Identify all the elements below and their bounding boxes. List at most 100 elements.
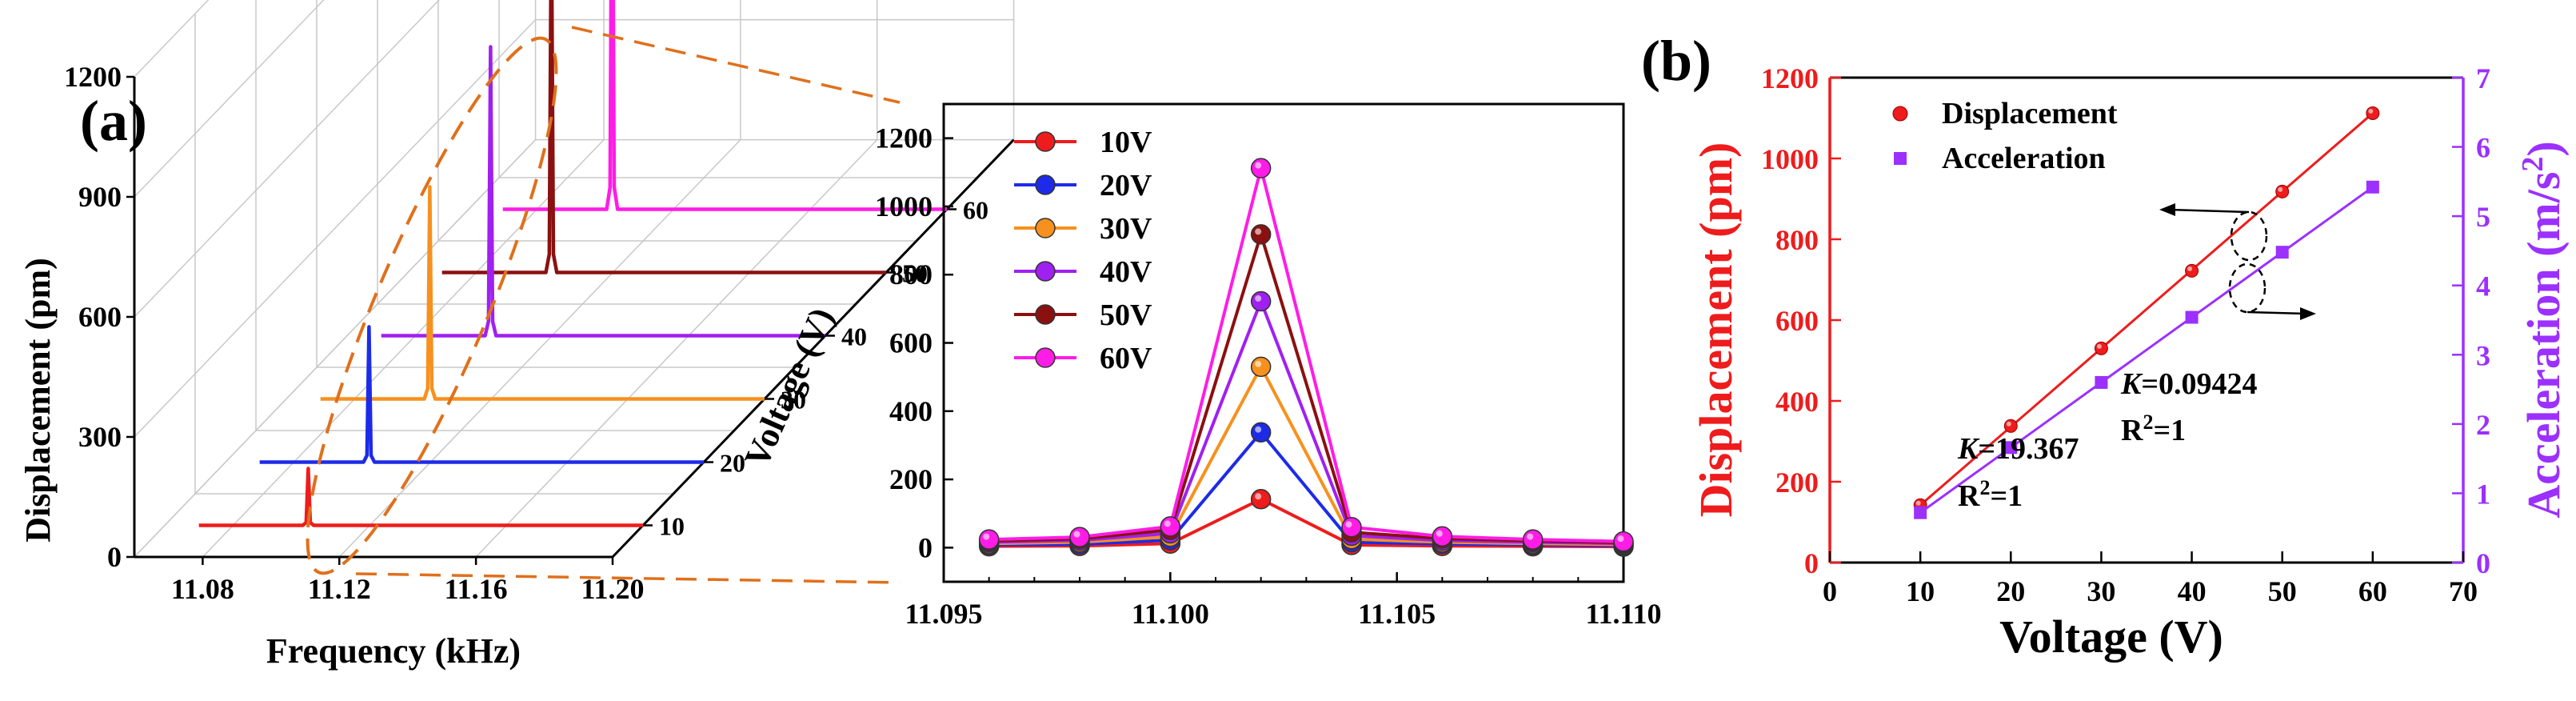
k2-value: =0.09424	[2141, 367, 2257, 401]
r1-annotation: R2=1	[1958, 476, 2023, 514]
inset-y-tick-label: 800	[889, 258, 933, 290]
r2-prefix: R	[2121, 414, 2143, 447]
fit-ylabel-right: Acceleration (m/s2)	[2516, 141, 2570, 519]
fit-ylabel-left: Displacement (pm)	[1690, 142, 1742, 518]
inset-point-60V	[1341, 517, 1362, 538]
inset-line-60V	[988, 167, 1624, 543]
zoom-guide-bottom	[355, 572, 901, 584]
inset-point-40V	[1250, 290, 1272, 312]
waterfall-plot: 11.08 11.12 11.16 11.2003006009001200102030…	[18, 0, 1015, 671]
legend-marker-20V	[1035, 174, 1056, 195]
fit-point-highlight	[2006, 421, 2011, 427]
side-wall-hgrid	[134, 0, 325, 198]
inset-x-tick-label: 11.095	[905, 598, 982, 630]
inset-y-tick-label: 1000	[875, 190, 933, 222]
inset-point-highlight	[1436, 530, 1443, 537]
fit-y2-tick-label: 1	[2476, 478, 2490, 510]
fit-y-tick-label: 200	[1775, 467, 1819, 499]
fit-y-tick-label: 1200	[1761, 62, 1819, 94]
waterfall-xlabel: Frequency (kHz)	[266, 631, 521, 671]
inset-y-tick-label: 400	[889, 395, 933, 427]
fit-point-Acceleration	[1914, 506, 1927, 519]
inset-point-60V	[978, 529, 1000, 550]
inset-line-40V	[988, 296, 1624, 546]
k2-prefix: K	[2120, 367, 2143, 401]
fit-x-tick-label: 70	[2449, 575, 2478, 607]
inset-line-50V	[988, 229, 1624, 544]
inset-point-highlight	[1617, 535, 1624, 543]
waterfall-zlabel: Voltage (V)	[737, 302, 841, 473]
inset-point-highlight	[1073, 531, 1080, 538]
z-tick-label: 40	[841, 322, 867, 351]
inset-point-highlight	[1255, 228, 1262, 235]
fit-x-tick-label: 20	[1996, 575, 2025, 607]
panel-b-label: (b)	[1641, 29, 1711, 93]
fit-x-tick-label: 40	[2178, 575, 2207, 607]
fit-point-Displacement	[2094, 341, 2108, 355]
fit-point-Acceleration	[2004, 441, 2018, 455]
waterfall-trace-40V	[381, 45, 825, 338]
left-indicator-ellipse	[2230, 210, 2268, 262]
fit-legend-marker-Displacement	[1892, 106, 1908, 122]
inset-point-60V	[1522, 529, 1544, 550]
r1-prefix: R	[1958, 479, 1980, 513]
legend-label-10V: 10V	[1100, 126, 1152, 159]
inset-line-30V	[988, 363, 1624, 547]
linear-fit-plot: 0 10 20 30 40 50 60 700200400600800100012000123…	[1641, 29, 2570, 663]
fit-point-highlight	[2187, 266, 2193, 271]
inset-x-tick-label: 11.100	[1132, 598, 1209, 630]
legend-label-20V: 20V	[1100, 169, 1152, 202]
waterfall-trace-10V	[198, 467, 643, 527]
fit-y-tick-label: 0	[1804, 547, 1819, 579]
accel-label-main: Acceleration (m/s	[2518, 172, 2570, 519]
inset-point-highlight	[1527, 533, 1534, 540]
fit-y-tick-label: 400	[1775, 386, 1819, 418]
legend-label-60V: 60V	[1100, 342, 1152, 375]
x-tick-label: 11.08	[171, 573, 234, 605]
legend-marker-50V	[1035, 304, 1056, 325]
waterfall-trace-50V	[441, 0, 886, 274]
r2-sup: 2	[2143, 411, 2153, 434]
fit-y2-tick-label: 2	[2476, 409, 2490, 441]
fit-point-highlight	[2096, 343, 2102, 349]
inset-axes: 11.095 11.100 11.105 11.110 0 200 400 600 800 100…	[875, 102, 1662, 630]
waterfall-series	[198, 0, 947, 527]
fit-point-highlight	[2368, 108, 2374, 114]
inset-y-tick-label: 0	[918, 531, 933, 563]
zoom-guide-top	[571, 26, 901, 104]
fit-y-tick-label: 600	[1775, 305, 1819, 337]
fit-xlabel: Voltage (V)	[1999, 611, 2223, 663]
legend-marker-30V	[1035, 218, 1056, 238]
inset-series	[978, 158, 1634, 557]
waterfall-trace-60V	[502, 0, 947, 211]
fit-point-Displacement	[2366, 106, 2380, 120]
fit-y2-tick-label: 5	[2476, 201, 2490, 233]
fit-point-Acceleration	[2275, 246, 2289, 259]
right-indicator-line	[2247, 310, 2307, 315]
fit-point-Displacement	[2275, 184, 2290, 198]
fit-y-tick-label: 800	[1775, 224, 1819, 256]
y-tick-label: 600	[78, 301, 122, 333]
inset-point-60V	[1432, 526, 1453, 547]
inset-point-10V	[1250, 489, 1272, 510]
inset-point-highlight	[1255, 493, 1262, 500]
legend-marker-60V	[1035, 347, 1056, 368]
fit-point-Displacement	[2185, 263, 2199, 278]
left-indicator-arrowhead	[2159, 203, 2175, 216]
k1-value: =19.367	[1978, 432, 2079, 466]
y-tick-label: 300	[78, 421, 122, 453]
side-wall-hgrid	[134, 139, 537, 558]
waterfall-trace-20V	[259, 325, 704, 464]
fit-legend-marker-Acceleration	[1894, 152, 1907, 165]
y-tick-label: 0	[107, 541, 122, 573]
inset-point-highlight	[1164, 520, 1171, 527]
z-tick-label: 10	[659, 512, 685, 541]
fit-point-highlight	[1915, 500, 1921, 506]
inset-point-60V	[1069, 527, 1090, 547]
accel-label-close: )	[2518, 141, 2570, 156]
inset-y-tick-label: 600	[889, 327, 933, 359]
fit-y2-tick-label: 0	[2476, 547, 2490, 579]
k2-annotation: K=0.09424	[2120, 367, 2258, 401]
inset-point-highlight	[983, 533, 990, 540]
